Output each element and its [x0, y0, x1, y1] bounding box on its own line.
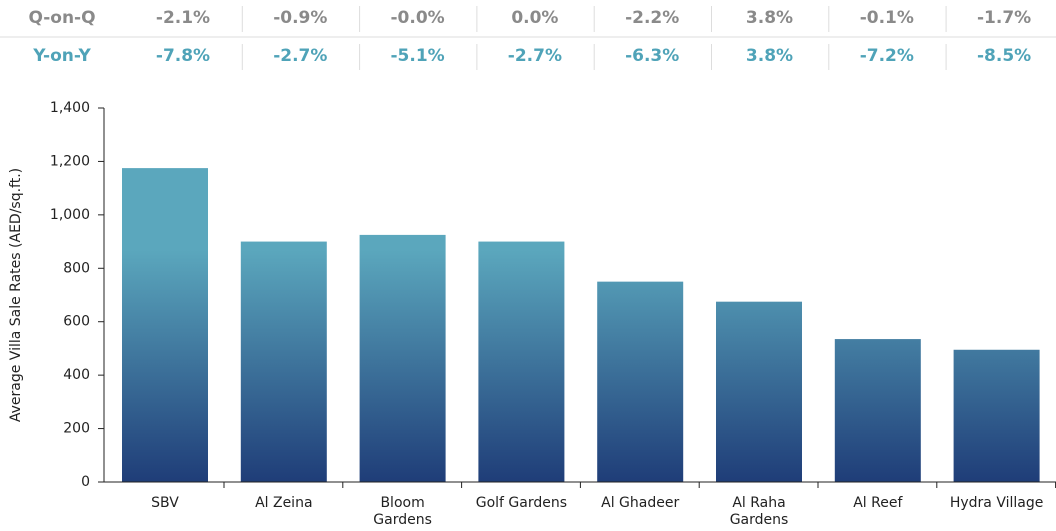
- bar: [240, 241, 327, 482]
- y-axis-title: Average Villa Sale Rates (AED/sq.ft.): [8, 168, 24, 422]
- bar: [478, 241, 565, 482]
- x-tick-label: Golf Gardens: [475, 495, 568, 511]
- table-cell: -1.7%: [977, 8, 1031, 28]
- y-tick-label: 0: [81, 474, 90, 490]
- table-cell: -2.7%: [273, 46, 327, 66]
- bar: [359, 234, 446, 482]
- table-cell: -7.2%: [860, 46, 914, 66]
- x-tick-label: SBV: [151, 495, 179, 511]
- table-cell: -2.1%: [156, 8, 210, 28]
- row-label: Q-on-Q: [28, 8, 95, 28]
- y-tick-label: 800: [63, 260, 90, 276]
- table-cell: -0.0%: [390, 8, 444, 28]
- bar: [716, 301, 802, 482]
- x-tick-label: Al Reef: [853, 495, 903, 511]
- x-tick-label: Bloom Gardens: [373, 495, 432, 528]
- bar: [122, 168, 208, 482]
- x-tick-label: Al Zeina: [255, 495, 313, 511]
- table-cell: -0.9%: [273, 8, 327, 28]
- y-tick-label: 1,000: [50, 207, 90, 223]
- bar: [834, 339, 921, 482]
- bar: [597, 281, 684, 482]
- y-tick-label: 400: [63, 367, 90, 383]
- x-tick-label: Hydra Village: [949, 495, 1044, 511]
- bar: [953, 349, 1040, 482]
- table-cell: -5.1%: [390, 46, 444, 66]
- table-cell: -8.5%: [977, 46, 1031, 66]
- table-cell: -0.1%: [860, 8, 914, 28]
- table-cell: 3.8%: [746, 46, 793, 66]
- table-cell: -6.3%: [625, 46, 679, 66]
- table-cell: -2.2%: [625, 8, 679, 28]
- table-cell: -2.7%: [508, 46, 562, 66]
- x-tick-label: Al Raha Gardens: [729, 495, 789, 528]
- row-label: Y-on-Y: [32, 46, 91, 66]
- table-cell: 3.8%: [746, 8, 793, 28]
- y-tick-label: 600: [63, 314, 90, 330]
- y-tick-label: 200: [63, 421, 90, 437]
- y-tick-label: 1,400: [50, 100, 90, 116]
- table-cell: -7.8%: [156, 46, 210, 66]
- y-tick-label: 1,200: [50, 153, 90, 169]
- x-tick-label: Al Ghadeer: [601, 495, 680, 511]
- table-cell: 0.0%: [511, 8, 558, 28]
